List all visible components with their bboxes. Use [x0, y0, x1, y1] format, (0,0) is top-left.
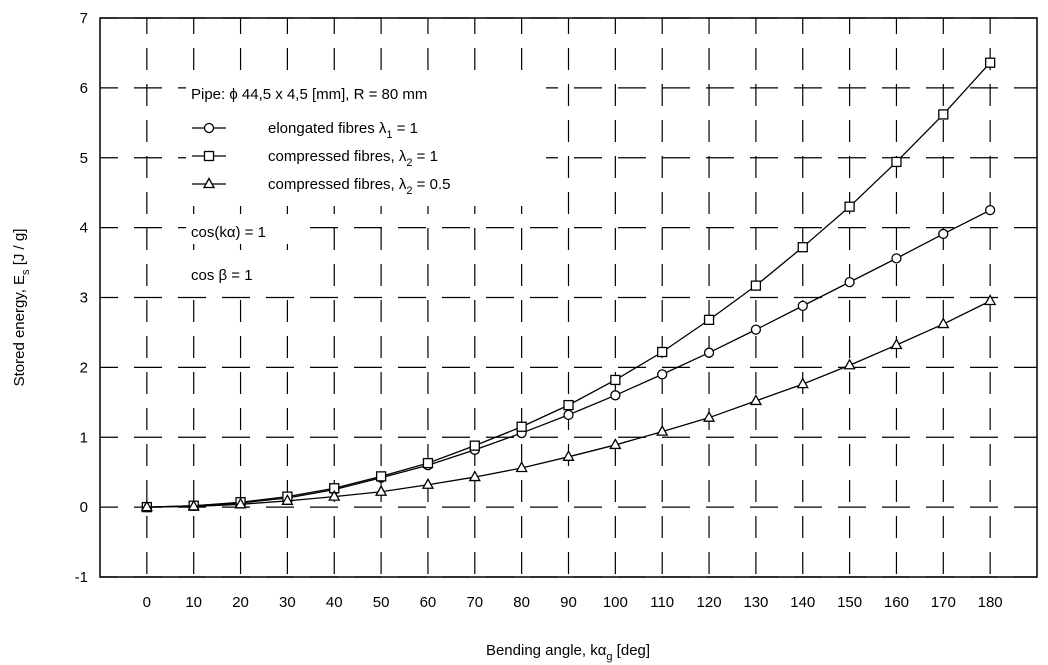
x-tick-label: 180 [978, 594, 1003, 611]
data-point-triangle [421, 477, 435, 489]
legend-triangle-icon [202, 177, 216, 189]
data-point-square [797, 242, 808, 253]
y-tick-label: 0 [80, 499, 88, 516]
data-point-triangle [937, 317, 950, 329]
x-tick-label: 90 [560, 594, 577, 611]
x-tick-label: 150 [837, 594, 862, 611]
data-point-triangle [515, 461, 528, 473]
legend-circle-icon [203, 122, 215, 134]
data-point-triangle [140, 500, 153, 512]
y-axis-title-text: Stored energy, Es [J / g] [11, 229, 32, 387]
data-point-triangle [609, 438, 622, 450]
plot-frame [99, 17, 1038, 578]
data-point-triangle [984, 294, 997, 306]
legend-label: compressed fibres, λ2 = 0.5 [268, 176, 450, 197]
annotation-text: cos β = 1 [191, 267, 253, 284]
annotation-text: cos(kα) = 1 [191, 224, 266, 241]
x-axis-title-text: Bending angle, kαg [deg] [486, 642, 650, 663]
y-tick-label: -1 [75, 569, 88, 586]
legend-label: compressed fibres, λ2 = 1 [268, 148, 438, 169]
y-tick-label: 5 [80, 150, 88, 167]
y-tick-label: 4 [80, 220, 88, 237]
data-point-triangle [328, 489, 341, 501]
data-point-triangle [281, 493, 294, 505]
data-point-square [985, 57, 996, 68]
x-tick-label: 70 [466, 594, 483, 611]
data-point-triangle [656, 424, 669, 436]
legend-square-icon [203, 150, 215, 162]
data-point-square [516, 421, 527, 432]
data-point-triangle [749, 394, 763, 406]
y-tick-label: 1 [80, 429, 88, 446]
legend-background [186, 78, 546, 206]
data-point-square [469, 440, 480, 451]
data-point-square [703, 314, 715, 326]
data-point-square [375, 471, 387, 482]
data-point-triangle [187, 499, 200, 511]
x-tick-label: 110 [650, 594, 674, 611]
y-tick-label: 7 [80, 10, 88, 27]
x-tick-label: 130 [743, 594, 768, 611]
data-point-square [938, 109, 949, 120]
data-point-circle [844, 276, 855, 288]
data-point-triangle [796, 377, 809, 389]
tick-labels: 0 10 20 30 40 50 60 70 80 90 100 110 120 130 140 150 160… [75, 10, 1003, 611]
series-triangle [140, 294, 997, 512]
data-point-triangle [890, 338, 903, 350]
data-point-square [657, 346, 668, 358]
data-point-circle [610, 390, 621, 401]
x-tick-label: 80 [513, 594, 530, 611]
x-tick-label: 140 [790, 594, 815, 611]
data-point-circle [750, 324, 762, 335]
data-point-circle [985, 205, 996, 216]
x-tick-label: 60 [420, 594, 437, 611]
data-point-circle [703, 347, 715, 358]
legend-title: Pipe: ϕ 44,5 x 4,5 [mm], R = 80 mm [191, 86, 427, 103]
y-tick-label: 6 [80, 80, 88, 97]
data-point-square [844, 201, 855, 212]
data-point-circle [797, 300, 808, 312]
data-point-triangle [468, 470, 481, 482]
data-point-triangle [234, 497, 247, 509]
x-tick-label: 120 [697, 594, 722, 611]
x-tick-label: 0 [143, 594, 151, 611]
x-tick-label: 160 [884, 594, 909, 611]
data-point-square [610, 374, 621, 386]
data-point-triangle [702, 410, 716, 422]
annotation-background [186, 263, 304, 287]
x-tick-label: 20 [232, 594, 249, 611]
annotation-background [186, 220, 304, 244]
x-tick-label: 30 [279, 594, 296, 611]
x-tick-label: 40 [326, 594, 343, 611]
legend-items: elongated fibres λ1 = 1 compressed fibres… [192, 120, 450, 197]
data-point-square [891, 156, 902, 168]
x-tick-label: 170 [931, 594, 956, 611]
x-axis-title: Bending angle, kαg [deg] [486, 642, 650, 663]
x-tick-label: 100 [603, 594, 628, 611]
data-point-square [563, 399, 574, 411]
data-point-circle [657, 369, 668, 380]
data-point-triangle [374, 484, 388, 496]
y-axis-title: Stored energy, Es [J / g] [11, 229, 32, 387]
annotations: cos(kα) = 1 cos β = 1 [186, 220, 304, 287]
y-tick-label: 2 [80, 359, 88, 376]
data-point-circle [563, 409, 574, 421]
y-tick-label: 3 [80, 290, 88, 307]
data-point-circle [938, 228, 949, 240]
legend-label: elongated fibres λ1 = 1 [268, 120, 418, 141]
data-point-triangle [562, 449, 575, 461]
data-point-square [750, 280, 762, 291]
data-point-square [422, 457, 434, 469]
data-point-circle [891, 253, 902, 264]
series [140, 57, 997, 513]
data-point-triangle [843, 358, 856, 370]
x-tick-label: 10 [185, 594, 202, 611]
x-tick-label: 50 [373, 594, 390, 611]
legend: Pipe: ϕ 44,5 x 4,5 [mm], R = 80 mm elong… [186, 78, 546, 206]
